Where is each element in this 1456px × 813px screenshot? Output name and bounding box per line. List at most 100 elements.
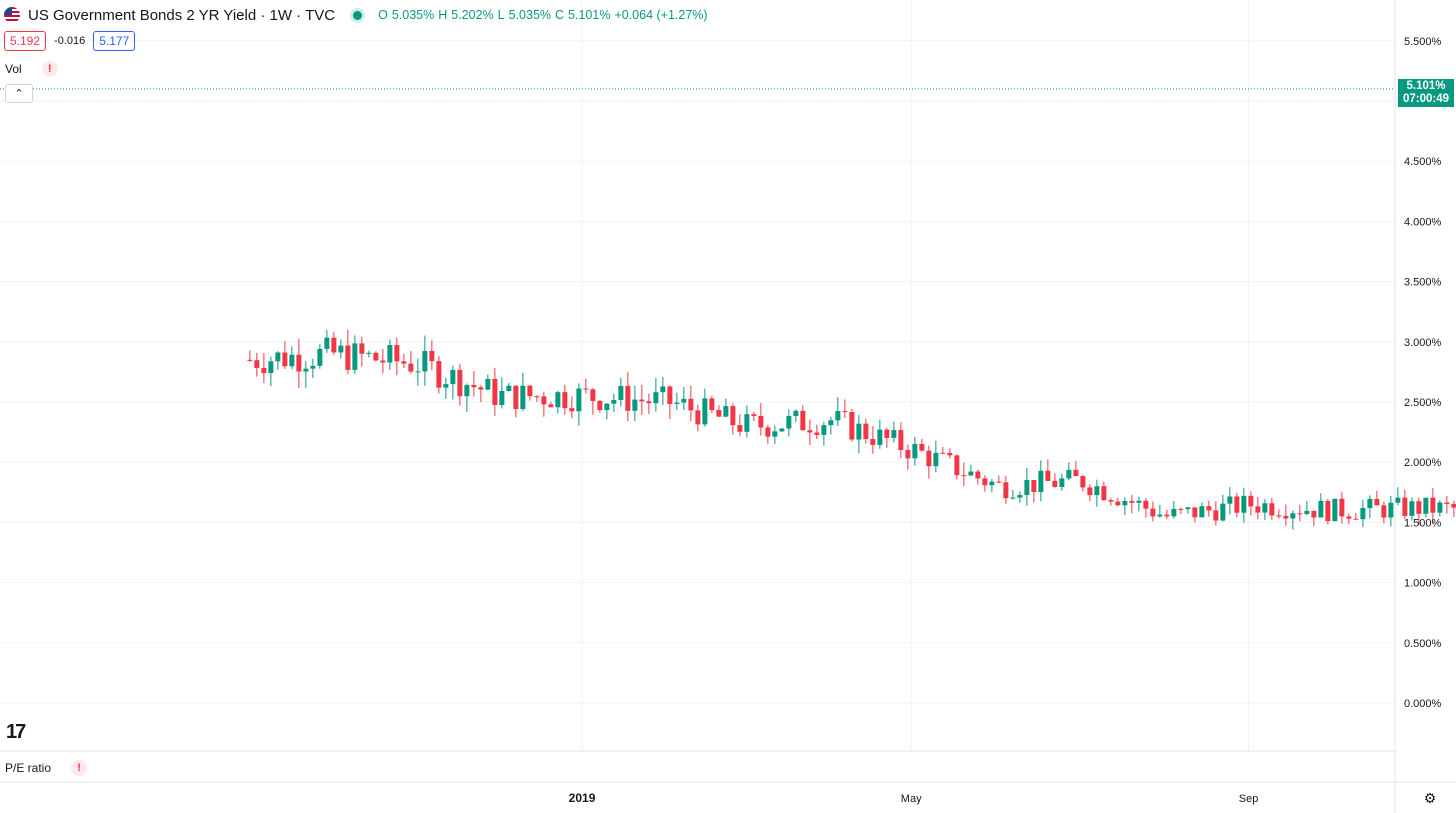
warning-icon[interactable]: ! bbox=[41, 61, 58, 77]
candle-body bbox=[1255, 506, 1261, 513]
candle-body bbox=[289, 354, 295, 367]
buy-button[interactable]: 5.177 bbox=[93, 31, 136, 51]
candle-body bbox=[247, 359, 253, 361]
candle-body bbox=[1213, 510, 1219, 521]
candle-body bbox=[1150, 508, 1156, 517]
price-tick-label: 2.500% bbox=[1404, 397, 1442, 409]
candle-body bbox=[1073, 469, 1079, 477]
last-price-tag: 5.101% 07:00:49 bbox=[1398, 79, 1454, 107]
candle-body bbox=[835, 411, 841, 421]
candle-body bbox=[681, 398, 687, 403]
candle-body bbox=[268, 361, 274, 374]
candle-body bbox=[1395, 497, 1401, 503]
candle-body bbox=[954, 455, 960, 476]
candle-body bbox=[632, 399, 638, 411]
low-label: L bbox=[497, 8, 505, 22]
candle-body bbox=[590, 389, 596, 401]
candle-body bbox=[548, 404, 554, 408]
price-tick-label: 2.000% bbox=[1404, 457, 1442, 469]
price-tick-label: 4.000% bbox=[1404, 216, 1442, 228]
warning-icon[interactable]: ! bbox=[71, 760, 88, 776]
candle-body bbox=[1129, 500, 1135, 503]
candle-body bbox=[429, 350, 435, 362]
pe-ratio-indicator[interactable]: P/E ratio ! bbox=[5, 760, 88, 776]
candle-body bbox=[527, 385, 533, 397]
candle-body bbox=[611, 399, 617, 404]
bar-countdown: 07:00:49 bbox=[1402, 93, 1450, 105]
candle-body bbox=[625, 385, 631, 411]
candle-body bbox=[1409, 501, 1415, 516]
candle-body bbox=[303, 368, 309, 372]
candle-body bbox=[506, 385, 512, 391]
candle-body bbox=[1325, 500, 1331, 522]
candle-body bbox=[975, 471, 981, 479]
candle-body bbox=[387, 345, 393, 363]
candle-body bbox=[653, 392, 659, 404]
price-axis: 5.500%5.000%4.500%4.000%3.500%3.000%2.50… bbox=[1404, 36, 1442, 710]
candle-body bbox=[674, 402, 680, 404]
market-status-icon[interactable] bbox=[353, 10, 363, 20]
candle-body bbox=[562, 392, 568, 409]
candle-body bbox=[821, 425, 827, 435]
candle-body bbox=[1108, 500, 1114, 502]
bid-ask-row: 5.192 -0.016 5.177 bbox=[4, 31, 136, 51]
candle-body bbox=[597, 400, 603, 411]
candle-body bbox=[849, 412, 855, 440]
open-label: O bbox=[378, 8, 388, 22]
candle-body bbox=[779, 428, 785, 432]
candle-body bbox=[1241, 495, 1247, 513]
time-tick-label: 2019 bbox=[569, 791, 596, 805]
candle-body bbox=[702, 398, 708, 425]
candle-body bbox=[1360, 508, 1366, 520]
last-price-value: 5.101% bbox=[1406, 80, 1446, 92]
candle-body bbox=[842, 411, 848, 413]
candle-body bbox=[1122, 500, 1128, 506]
time-axis: 2019MaySep2020MaySep2021MaySep2022MaySep… bbox=[569, 791, 1259, 805]
candle-body bbox=[450, 369, 456, 385]
tradingview-logo-icon[interactable]: 17 bbox=[6, 721, 26, 743]
candle-body bbox=[478, 387, 484, 390]
candle-body bbox=[275, 352, 281, 362]
candle-body bbox=[1297, 513, 1303, 515]
candle-body bbox=[324, 337, 330, 349]
candle-body bbox=[758, 415, 764, 428]
candle-body bbox=[1381, 505, 1387, 518]
candle-body bbox=[1101, 486, 1107, 501]
candle-body bbox=[1374, 498, 1380, 506]
candle-body bbox=[828, 420, 834, 426]
candle-body bbox=[793, 410, 799, 417]
candle-body bbox=[310, 365, 316, 369]
symbol-title[interactable]: US Government Bonds 2 YR Yield · 1W · TV… bbox=[28, 6, 336, 24]
vol-indicator[interactable]: Vol ! bbox=[5, 61, 58, 77]
candle-body bbox=[359, 343, 365, 354]
candle-body bbox=[1353, 518, 1359, 520]
price-tick-label: 0.500% bbox=[1404, 638, 1442, 650]
candle-body bbox=[765, 427, 771, 437]
ohlc-readout: O 5.035% H 5.202% L 5.035% C 5.101% +0.064 (… bbox=[378, 8, 708, 22]
candle-body bbox=[1031, 479, 1037, 493]
candle-body bbox=[1038, 470, 1044, 493]
candle-body bbox=[471, 384, 477, 388]
candle-body bbox=[261, 367, 267, 374]
candle-body bbox=[751, 414, 757, 416]
candle-body bbox=[1402, 497, 1408, 516]
candle-body bbox=[1199, 506, 1205, 518]
candle-body bbox=[1416, 501, 1422, 514]
collapse-indicators-button[interactable]: ⌃ bbox=[5, 84, 33, 103]
candle-body bbox=[898, 430, 904, 451]
candle-body bbox=[401, 361, 407, 364]
candle-body bbox=[1367, 498, 1373, 509]
candle-body bbox=[646, 401, 652, 404]
candle-body bbox=[296, 354, 302, 372]
candle-body bbox=[772, 431, 778, 437]
candle-body bbox=[709, 398, 715, 410]
candle-body bbox=[1052, 480, 1058, 487]
gear-icon[interactable]: ⚙ bbox=[1423, 790, 1437, 806]
price-tick-label: 5.500% bbox=[1404, 36, 1442, 48]
candle-body bbox=[1003, 482, 1009, 499]
candle-body bbox=[345, 345, 351, 370]
candle-body bbox=[366, 352, 372, 354]
chevron-up-icon: ⌃ bbox=[14, 88, 24, 100]
sell-button[interactable]: 5.192 bbox=[4, 31, 47, 51]
